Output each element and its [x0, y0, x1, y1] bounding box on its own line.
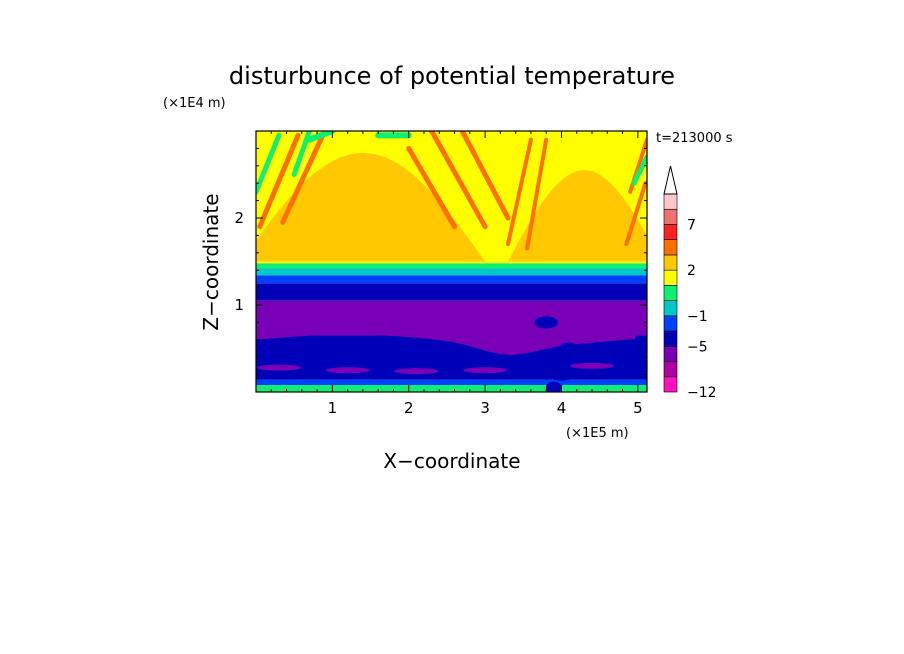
colorbar-segment [663, 224, 678, 240]
contour-band [256, 263, 647, 269]
colorbar-tick-label: −1 [687, 309, 708, 325]
contour-blob [325, 367, 370, 374]
wave-ray [459, 131, 511, 221]
contour-blob [394, 368, 439, 375]
contour-blob [570, 362, 615, 369]
colorbar: −12−5−127 [663, 165, 717, 401]
x-axis-unit: (×1E5 m) [566, 426, 629, 441]
y-axis-unit: (×1E4 m) [163, 96, 226, 111]
wave-ray [525, 137, 549, 251]
wave-ray [306, 131, 336, 143]
contour-blob [256, 364, 301, 371]
contour-field [256, 131, 647, 392]
chart-title: disturbunce of potential temperature [229, 62, 675, 90]
x-tick-label: 1 [328, 399, 338, 417]
wave-ray [506, 137, 533, 247]
colorbar-segment [663, 361, 678, 378]
plot-frame [255, 130, 648, 393]
colorbar-tick-label: 7 [687, 217, 696, 233]
contour-blob [545, 381, 562, 392]
colorbar-segment [663, 315, 678, 332]
wave-ray [256, 132, 282, 195]
contour-blob [547, 368, 576, 381]
colorbar-segment [663, 269, 678, 286]
colorbar-segment [663, 376, 678, 393]
colorbar-tick-label: −12 [687, 385, 717, 401]
colorbar-segment [663, 239, 678, 256]
wave-ray [406, 145, 458, 230]
x-tick-label: 2 [404, 399, 414, 417]
colorbar-segment [663, 285, 678, 301]
contour-blob [463, 367, 508, 374]
colorbar-segment [663, 346, 678, 362]
colorbar-segment [663, 193, 678, 210]
wave-ray [624, 181, 647, 247]
colorbar-segment [663, 330, 678, 347]
contour-band [256, 379, 647, 386]
contour-blob [559, 342, 580, 355]
contour-band [256, 283, 647, 301]
contour-blob [534, 316, 559, 329]
y-tick-label: 1 [234, 296, 244, 314]
wave-ray [257, 132, 301, 230]
colorbar-segment [663, 300, 678, 317]
contour-region [508, 170, 647, 262]
x-tick-label: 4 [557, 399, 567, 417]
axes: 1 2 3 4 5 1 2 [234, 131, 647, 417]
colorbar-extend-arrow [663, 165, 678, 195]
y-axis-label: Z−coordinate [199, 193, 223, 330]
x-tick-label: 3 [480, 399, 490, 417]
contour-region [256, 152, 486, 262]
colorbar-tick-label: 2 [687, 263, 696, 279]
colorbar-segment [663, 254, 678, 271]
time-label: t=213000 s [656, 131, 733, 146]
wave-ray [280, 131, 328, 225]
y-tick-label: 2 [234, 209, 244, 227]
contour-band [256, 385, 647, 392]
wave-ray [631, 154, 647, 186]
contour-band [256, 268, 647, 276]
colorbar-segment [663, 208, 678, 225]
x-tick-label: 5 [633, 399, 643, 417]
colorbar-tick-label: −5 [687, 339, 708, 355]
contour-band [256, 275, 647, 284]
wave-ray [429, 131, 488, 230]
x-axis-label: X−coordinate [383, 449, 520, 473]
